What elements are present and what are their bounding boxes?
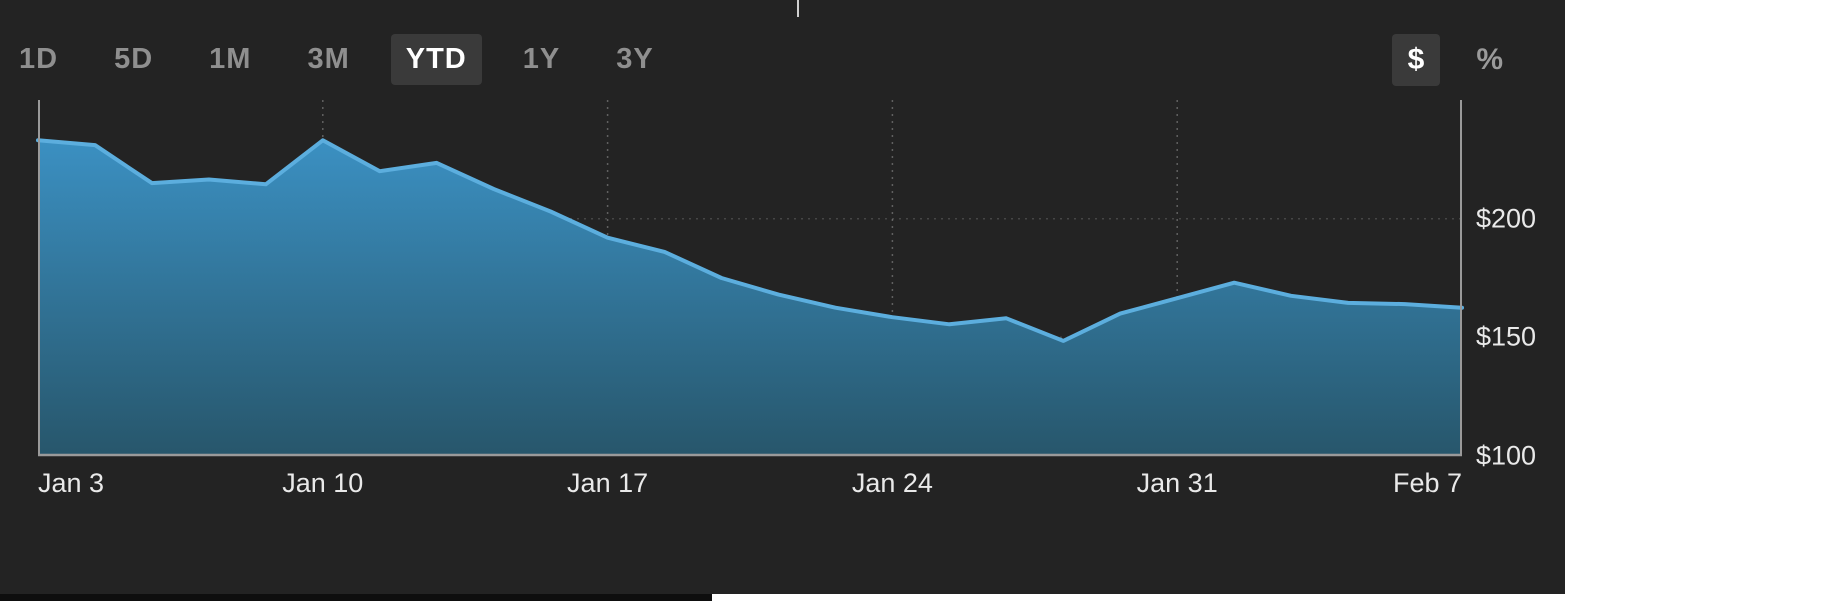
y-axis: $200 $150 $100 bbox=[1476, 0, 1564, 594]
stock-chart-panel: 1D 5D 1M 3M YTD 1Y 3Y $ % Jan bbox=[0, 0, 1565, 594]
x-tick-label: Jan 3 bbox=[38, 468, 105, 498]
x-axis: Jan 3 Jan 10 Jan 17 Jan 24 Jan 31 Feb 7 bbox=[38, 468, 1462, 504]
x-tick-label: Jan 17 bbox=[567, 468, 649, 498]
unit-toggle: $ % bbox=[1391, 34, 1519, 86]
y-tick-label: $150 bbox=[1476, 321, 1537, 352]
bottom-edge-strip bbox=[0, 594, 712, 601]
y-tick-label: $100 bbox=[1476, 440, 1537, 471]
range-button-1m[interactable]: 1M bbox=[194, 34, 266, 85]
x-tick-label: Jan 10 bbox=[282, 468, 364, 498]
time-range-toolbar: 1D 5D 1M 3M YTD 1Y 3Y bbox=[4, 34, 695, 85]
unit-button-percent[interactable]: % bbox=[1460, 34, 1519, 86]
x-tick-label: Jan 24 bbox=[851, 468, 933, 498]
range-button-1y[interactable]: 1Y bbox=[508, 34, 575, 85]
range-button-1d[interactable]: 1D bbox=[4, 34, 73, 85]
range-button-ytd[interactable]: YTD bbox=[390, 34, 482, 85]
x-tick-label: Jan 31 bbox=[1136, 468, 1218, 498]
y-tick-label: $200 bbox=[1476, 203, 1537, 234]
range-button-3m[interactable]: 3M bbox=[292, 34, 364, 85]
crosshair-tick bbox=[797, 0, 799, 17]
range-button-5d[interactable]: 5D bbox=[99, 34, 168, 85]
range-button-3y[interactable]: 3Y bbox=[601, 34, 668, 85]
price-chart-canvas[interactable] bbox=[36, 100, 1464, 457]
unit-button-dollar[interactable]: $ bbox=[1391, 34, 1441, 86]
x-tick-label: Feb 7 bbox=[1392, 468, 1462, 498]
